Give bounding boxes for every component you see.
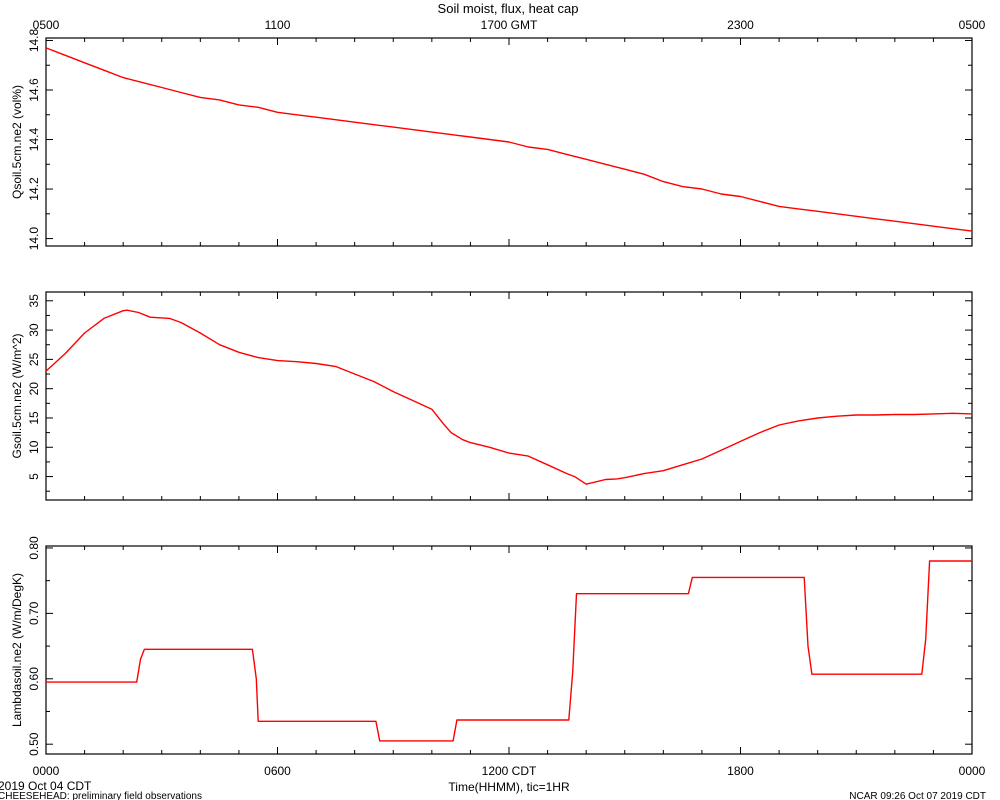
series-line-3 <box>46 560 972 742</box>
footer-right: NCAR 09:26 Oct 07 2019 CDT <box>849 791 986 800</box>
plot-frame <box>45 291 973 501</box>
top-time-axis: 0500 1100 1700 GMT 2300 0500 <box>33 18 986 32</box>
y-tick-label: 20 <box>27 382 41 396</box>
top-tick-label: 0500 <box>959 18 986 32</box>
panel-1: 14.0 14.2 14.4 14.6 14.8 Qsoil.5cm.ne2 (vol%) <box>10 28 973 251</box>
panels: 14.0 14.2 14.4 14.6 14.8 Qsoil.5cm.ne2 (vol%)… <box>10 28 973 756</box>
bottom-time-axis: 0000 0600 1200 CDT 1800 0000 <box>33 764 986 778</box>
bottom-tick-label: 1200 CDT <box>482 764 537 778</box>
top-tick-label: 1100 <box>265 18 291 32</box>
y-tick-label: 0.70 <box>27 601 41 625</box>
y-tick-label: 15 <box>27 411 41 425</box>
y-tick-label: 25 <box>27 352 41 366</box>
y-axis-label: Gsoil.5cm.ne2 (W/m^2) <box>10 334 24 459</box>
y-tick-label: 0.50 <box>27 732 41 756</box>
date-label: 2019 Oct 04 CDT <box>0 779 92 793</box>
y-tick-label: 0.80 <box>27 536 41 560</box>
y-tick-label: 5 <box>27 473 41 480</box>
chart-title: Soil moist, flux, heat cap <box>438 1 579 16</box>
top-tick-label: 1700 GMT <box>481 18 538 32</box>
y-tick-label: 14.6 <box>27 78 41 102</box>
panel-2: 5 10 15 20 25 30 35 Gsoil.5cm.ne2 (W/m^2) <box>10 291 973 501</box>
bottom-tick-label: 0600 <box>264 764 291 778</box>
series-line-1 <box>45 47 973 232</box>
y-tick-label: 30 <box>27 323 41 337</box>
footer-left: CHEESEHEAD: preliminary field observatio… <box>0 791 202 800</box>
y-tick-label: 14.8 <box>27 28 41 52</box>
y-tick-label: 14.0 <box>27 227 41 251</box>
bottom-tick-label: 0000 <box>959 764 986 778</box>
y-axis-label: Lambdasoil.ne2 (W/m/DegK) <box>10 573 24 727</box>
y-tick-label: 35 <box>27 294 41 308</box>
y-axis-label: Qsoil.5cm.ne2 (vol%) <box>10 85 24 199</box>
y-tick-label: 14.2 <box>27 177 41 201</box>
y-tick-label: 10 <box>27 440 41 454</box>
series-line-2 <box>45 309 973 485</box>
top-tick-label: 0500 <box>33 18 60 32</box>
x-axis-label: Time(HHMM), tic=1HR <box>448 780 570 794</box>
y-tick-label: 14.4 <box>27 128 41 152</box>
bottom-tick-label: 1800 <box>727 764 754 778</box>
y-tick-label: 0.60 <box>27 667 41 691</box>
bottom-tick-label: 0000 <box>33 764 60 778</box>
top-tick-label: 2300 <box>727 18 754 32</box>
